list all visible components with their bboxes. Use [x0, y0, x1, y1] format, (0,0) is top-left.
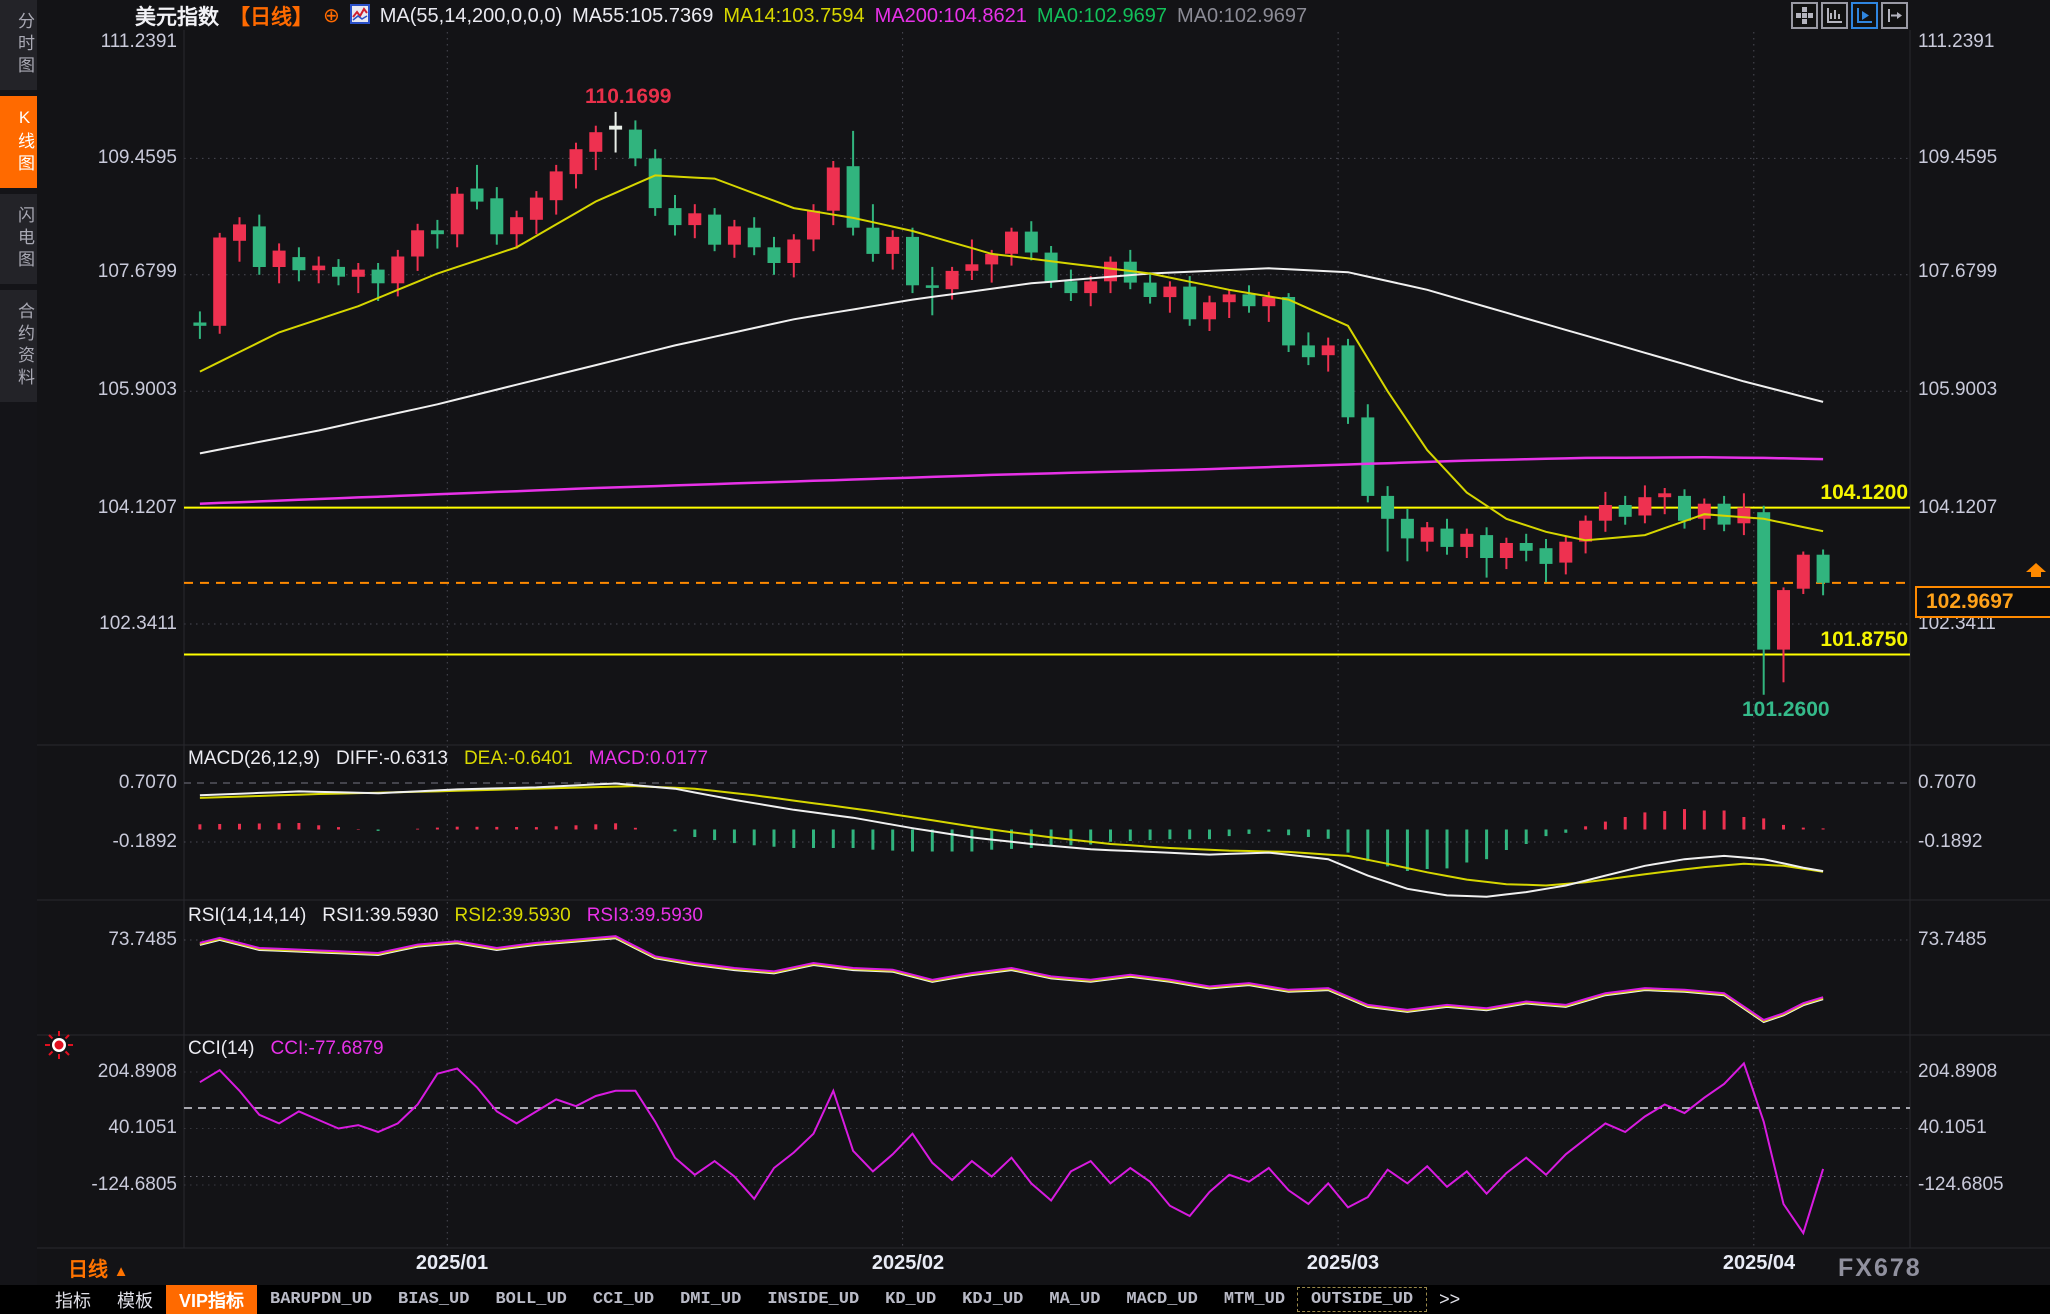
sidebar-item-time-chart[interactable]: 分时图 [0, 0, 37, 90]
legend-ma14: MA14:103.7594 [723, 4, 865, 27]
low-price-label: 101.2600 [1742, 698, 1830, 721]
cci-legend: CCI(14) CCI:-77.6879 [188, 1038, 384, 1060]
x-axis-label: 2025/01 [415, 1252, 489, 1274]
cci-axis-label: -124.6805 [91, 1174, 177, 1195]
y-axis-label: 107.6799 [97, 261, 177, 282]
symbol-title: 美元指数 [135, 6, 219, 29]
rsi3-value: RSI3:39.5930 [586, 905, 703, 926]
y-axis-label: 111.2391 [1918, 31, 1995, 52]
x-axis-label: 2025/02 [871, 1252, 945, 1274]
cci-value: CCI:-77.6879 [270, 1038, 384, 1059]
tab-templates[interactable]: 模板 [117, 1290, 153, 1311]
cci-title: CCI(14) [188, 1038, 255, 1059]
chevron-up-icon: ▲ [113, 1263, 129, 1280]
watermark: FX678 [1838, 1254, 1922, 1282]
tab-ma-ud[interactable]: MA_UD [1049, 1290, 1101, 1309]
indicator-tabbar: 指标 模板 VIP指标 BARUPDN_UD BIAS_UD BOLL_UD C… [0, 1284, 2050, 1314]
tab-kdj-ud[interactable]: KDJ_UD [962, 1290, 1024, 1309]
cci-axis-label: 40.1051 [108, 1117, 177, 1138]
ma-formula: MA(55,14,200,0,0,0) [379, 4, 563, 27]
add-indicator-icon[interactable]: ⊕ [323, 5, 340, 27]
tab-kd-ud[interactable]: KD_UD [885, 1290, 937, 1309]
page-forward-icon[interactable] [1881, 2, 1908, 29]
kline-chart-icon [349, 3, 370, 29]
tab-macd-ud[interactable]: MACD_UD [1126, 1290, 1198, 1309]
period-tag[interactable]: 【日线】 [229, 6, 313, 29]
y-axis-label: 104.1207 [97, 497, 177, 518]
rsi1-value: RSI1:39.5930 [322, 905, 439, 926]
macd-diff-value: DIFF:-0.6313 [336, 748, 448, 769]
y-axis-label: 102.3411 [1918, 613, 1996, 634]
chart-toolbar [1791, 2, 1908, 29]
header: 美元指数 【日线】 ⊕ MA(55,14,200,0,0,0) MA55:105… [135, 3, 1307, 29]
y-axis-label: 102.3411 [99, 613, 177, 634]
cci-axis-label: 40.1051 [1918, 1117, 1987, 1138]
macd-title: MACD(26,12,9) [188, 748, 320, 769]
support-price-label: 101.8750 [1820, 628, 1908, 651]
y-axis-label: 109.4595 [1918, 147, 1998, 168]
macd-legend: MACD(26,12,9) DIFF:-0.6313 DEA:-0.6401 M… [188, 748, 708, 770]
last-price-box: 102.9697 [1915, 586, 2050, 618]
rsi-axis-label: 73.7485 [1918, 929, 1987, 950]
y-axis-label: 105.9003 [97, 379, 177, 400]
timeframe-selector[interactable]: 日线 ▲ [68, 1253, 128, 1282]
high-price-label: 110.1699 [585, 85, 672, 108]
macd-axis-label: 0.7070 [1918, 772, 1977, 793]
cci-axis-label: 204.8908 [97, 1061, 177, 1082]
tab-outside-ud[interactable]: OUTSIDE_UD [1297, 1287, 1428, 1312]
legend-ma55: MA55:105.7369 [572, 4, 714, 27]
tab-indicators[interactable]: 指标 [55, 1290, 91, 1311]
macd-dea-value: DEA:-0.6401 [463, 748, 573, 769]
auto-scroll-icon[interactable] [1851, 2, 1878, 29]
legend-ma0-gray: MA0:102.9697 [1177, 4, 1308, 27]
macd-axis-label: -0.1892 [1918, 831, 1983, 852]
sidebar-item-lightning-chart[interactable]: 闪电图 [0, 194, 37, 284]
rsi-legend: RSI(14,14,14) RSI1:39.5930 RSI2:39.5930 … [188, 905, 703, 927]
y-axis-label: 109.4595 [97, 147, 177, 168]
sidebar: 分时图 K线图 闪电图 合约资料 [0, 0, 37, 1285]
alert-blinker-icon [44, 1030, 74, 1065]
macd-macd-value: MACD:0.0177 [588, 748, 709, 769]
cci-axis-label: -124.6805 [1918, 1174, 2004, 1195]
tab-more[interactable]: >> [1439, 1289, 1461, 1309]
price-marker-arrow-icon [2026, 563, 2046, 590]
grid-layout-icon[interactable] [1791, 2, 1818, 29]
tab-bias-ud[interactable]: BIAS_UD [398, 1290, 470, 1309]
tab-inside-ud[interactable]: INSIDE_UD [767, 1290, 860, 1309]
tab-vip-indicators[interactable]: VIP指标 [166, 1284, 258, 1314]
y-axis-label: 107.6799 [1918, 261, 1998, 282]
macd-axis-label: 0.7070 [118, 772, 177, 793]
cci-axis-label: 204.8908 [1918, 1061, 1998, 1082]
sidebar-item-kline-chart[interactable]: K线图 [0, 96, 37, 188]
y-axis-label: 105.9003 [1918, 379, 1998, 400]
tab-boll-ud[interactable]: BOLL_UD [495, 1290, 567, 1309]
rsi2-value: RSI2:39.5930 [454, 905, 571, 926]
tab-mtm-ud[interactable]: MTM_UD [1223, 1290, 1286, 1309]
tab-barupdn-ud[interactable]: BARUPDN_UD [270, 1290, 373, 1309]
tab-dmi-ud[interactable]: DMI_UD [680, 1290, 742, 1309]
macd-axis-label: -0.1892 [112, 831, 177, 852]
x-axis-label: 2025/04 [1722, 1252, 1796, 1274]
legend-ma0-green: MA0:102.9697 [1036, 4, 1168, 27]
axis-scale-icon[interactable] [1821, 2, 1848, 29]
resistance-price-label: 104.1200 [1820, 481, 1908, 504]
tab-cci-ud[interactable]: CCI_UD [592, 1290, 655, 1309]
rsi-axis-label: 73.7485 [108, 929, 177, 950]
y-axis-label: 104.1207 [1918, 497, 1998, 518]
y-axis-label: 111.2391 [100, 31, 177, 52]
rsi-title: RSI(14,14,14) [188, 905, 307, 926]
sidebar-item-contract-info[interactable]: 合约资料 [0, 290, 37, 402]
legend-ma200: MA200:104.8621 [874, 4, 1027, 27]
timeframe-label: 日线 [68, 1259, 108, 1281]
x-axis-label: 2025/03 [1306, 1252, 1380, 1274]
